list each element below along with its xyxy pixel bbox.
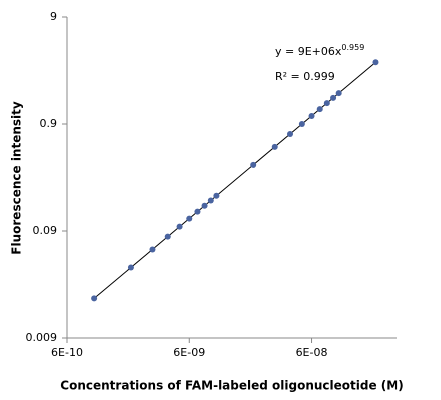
data-point: [149, 246, 156, 253]
data-point: [194, 208, 201, 215]
x-tick-label: 6E-08: [296, 346, 328, 359]
equation-text: y = 9E+06x: [275, 45, 342, 58]
data-point: [91, 295, 98, 302]
data-point: [316, 106, 323, 113]
data-point: [335, 90, 342, 97]
data-point: [176, 223, 183, 230]
data-point: [127, 264, 134, 271]
data-point: [287, 130, 294, 137]
x-tick-label: 6E-10: [51, 346, 83, 359]
y-axis-title: Fluorescence intensity: [10, 101, 24, 255]
data-point: [330, 94, 337, 101]
data-point: [298, 121, 305, 128]
equation-exponent: 0.959: [341, 43, 364, 52]
r-squared: R² = 0.999: [275, 70, 335, 83]
data-point: [250, 161, 257, 168]
data-point: [201, 202, 208, 209]
data-point: [372, 59, 379, 66]
data-point: [164, 233, 171, 240]
y-tick-label: 9: [50, 10, 57, 23]
data-point: [323, 100, 330, 107]
data-point: [207, 197, 214, 204]
y-tick-label: 0.009: [26, 331, 58, 344]
y-tick-label: 0.9: [40, 117, 58, 130]
data-point: [186, 215, 193, 222]
data-point: [308, 112, 315, 119]
trendline-equation: y = 9E+06x0.959: [275, 43, 364, 59]
data-point: [213, 192, 220, 199]
x-axis-title: Concentrations of FAM-labeled oligonucle…: [60, 379, 403, 393]
x-tick-label: 6E-09: [173, 346, 205, 359]
data-point: [271, 143, 278, 150]
y-tick-label: 0.09: [33, 224, 58, 237]
